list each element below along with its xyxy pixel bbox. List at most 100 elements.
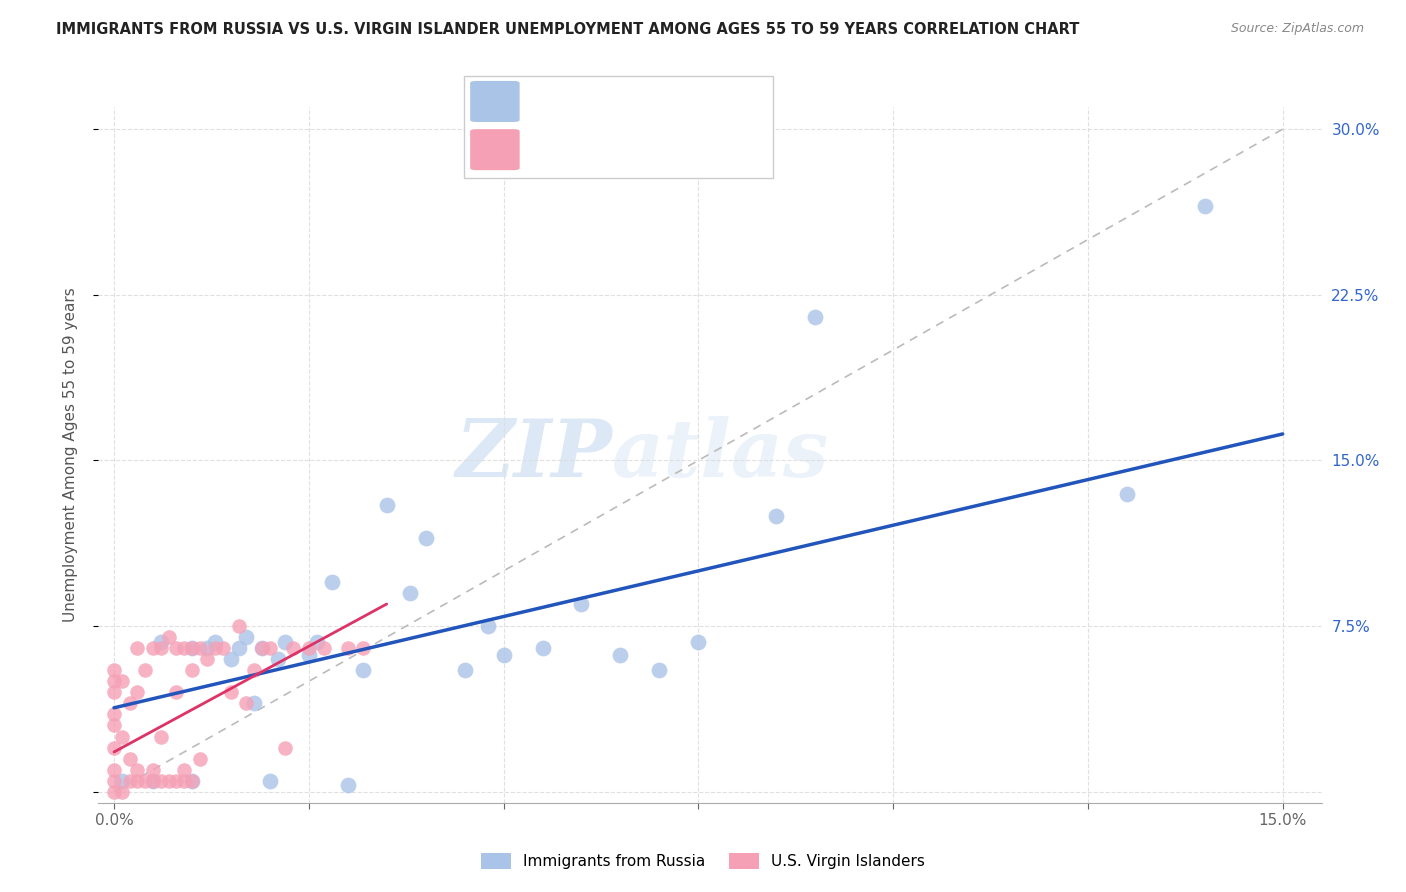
Point: [314, 641, 336, 656]
Point: [103, 740, 125, 755]
Point: [188, 641, 211, 656]
Text: atlas: atlas: [612, 417, 830, 493]
Point: [180, 641, 202, 656]
Point: [212, 641, 235, 656]
Text: 0.368: 0.368: [582, 142, 630, 157]
Point: [165, 641, 187, 656]
Point: [266, 652, 288, 666]
Point: [415, 531, 437, 545]
Point: [157, 773, 180, 788]
Point: [336, 641, 359, 656]
Point: [283, 641, 305, 656]
Point: [103, 674, 125, 689]
Point: [103, 718, 125, 732]
Y-axis label: Unemployment Among Ages 55 to 59 years: Unemployment Among Ages 55 to 59 years: [63, 287, 77, 623]
Point: [127, 763, 149, 777]
Point: [352, 663, 374, 677]
Point: [149, 641, 172, 656]
Text: 0.511: 0.511: [582, 93, 630, 108]
Point: [149, 634, 172, 648]
Point: [197, 641, 219, 656]
Point: [118, 697, 141, 711]
Text: Source: ZipAtlas.com: Source: ZipAtlas.com: [1230, 22, 1364, 36]
Point: [453, 663, 475, 677]
Text: ZIP: ZIP: [456, 417, 612, 493]
Point: [298, 641, 321, 656]
Point: [118, 773, 141, 788]
Point: [103, 685, 125, 699]
Point: [250, 641, 273, 656]
Point: [165, 685, 187, 699]
Point: [103, 707, 125, 722]
Point: [103, 785, 125, 799]
Point: [243, 697, 266, 711]
Point: [134, 663, 156, 677]
Point: [142, 641, 165, 656]
Point: [103, 763, 125, 777]
Text: R =: R =: [529, 93, 562, 108]
Point: [688, 634, 710, 648]
Point: [765, 508, 787, 523]
Point: [127, 641, 149, 656]
Point: [134, 773, 156, 788]
Point: [352, 641, 374, 656]
Point: [165, 773, 187, 788]
Point: [149, 773, 172, 788]
Text: IMMIGRANTS FROM RUSSIA VS U.S. VIRGIN ISLANDER UNEMPLOYMENT AMONG AGES 55 TO 59 : IMMIGRANTS FROM RUSSIA VS U.S. VIRGIN IS…: [56, 22, 1080, 37]
Point: [235, 630, 257, 644]
Text: N =: N =: [655, 142, 689, 157]
Point: [149, 730, 172, 744]
Point: [219, 685, 242, 699]
Point: [531, 641, 554, 656]
Point: [804, 310, 827, 324]
Point: [180, 641, 202, 656]
Point: [305, 634, 328, 648]
Point: [142, 763, 165, 777]
Point: [118, 751, 141, 765]
Point: [274, 740, 297, 755]
Point: [180, 773, 202, 788]
Point: [204, 641, 226, 656]
Point: [180, 663, 202, 677]
Point: [1115, 486, 1137, 500]
Point: [1194, 199, 1216, 213]
Point: [259, 773, 281, 788]
Point: [399, 586, 422, 600]
Point: [111, 674, 134, 689]
Point: [571, 597, 593, 611]
Point: [492, 648, 515, 662]
Point: [336, 778, 359, 792]
Point: [173, 763, 195, 777]
Point: [321, 574, 343, 589]
Point: [219, 652, 242, 666]
Text: R =: R =: [529, 142, 562, 157]
Point: [477, 619, 499, 633]
Point: [173, 773, 195, 788]
Point: [274, 634, 297, 648]
Legend: Immigrants from Russia, U.S. Virgin Islanders: Immigrants from Russia, U.S. Virgin Isla…: [475, 847, 931, 875]
Point: [127, 773, 149, 788]
Point: [648, 663, 671, 677]
FancyBboxPatch shape: [470, 81, 520, 122]
Point: [609, 648, 631, 662]
Text: N =: N =: [655, 93, 689, 108]
Point: [111, 785, 134, 799]
Point: [111, 730, 134, 744]
Text: 55: 55: [709, 142, 730, 157]
Text: 35: 35: [709, 93, 730, 108]
Point: [127, 685, 149, 699]
Point: [173, 641, 195, 656]
Point: [375, 498, 398, 512]
Point: [142, 773, 165, 788]
Point: [259, 641, 281, 656]
Point: [204, 634, 226, 648]
Point: [243, 663, 266, 677]
Point: [103, 773, 125, 788]
Point: [188, 751, 211, 765]
Point: [180, 773, 202, 788]
Point: [298, 648, 321, 662]
Point: [197, 652, 219, 666]
FancyBboxPatch shape: [464, 76, 773, 178]
Point: [142, 773, 165, 788]
Point: [235, 697, 257, 711]
